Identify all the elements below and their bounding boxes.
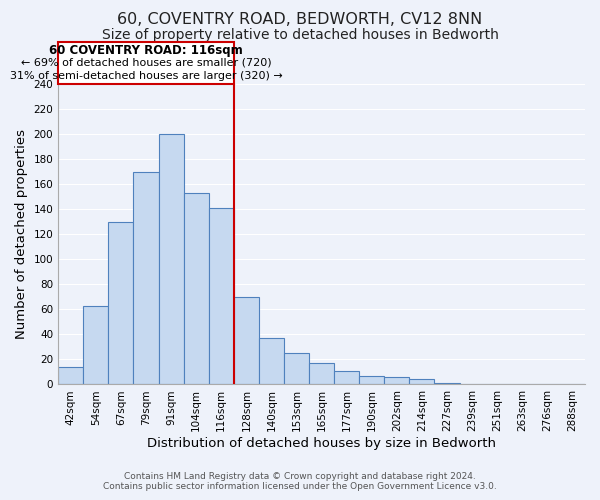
Bar bbox=[434, 383, 460, 384]
Text: 60, COVENTRY ROAD, BEDWORTH, CV12 8NN: 60, COVENTRY ROAD, BEDWORTH, CV12 8NN bbox=[118, 12, 482, 28]
Text: 60 COVENTRY ROAD: 116sqm: 60 COVENTRY ROAD: 116sqm bbox=[49, 44, 243, 57]
Bar bbox=[385, 377, 409, 384]
Bar bbox=[109, 222, 133, 384]
Y-axis label: Number of detached properties: Number of detached properties bbox=[15, 129, 28, 339]
Bar bbox=[359, 376, 385, 384]
Bar bbox=[83, 306, 109, 384]
Text: Contains public sector information licensed under the Open Government Licence v3: Contains public sector information licen… bbox=[103, 482, 497, 491]
Bar bbox=[234, 297, 259, 384]
Text: 31% of semi-detached houses are larger (320) →: 31% of semi-detached houses are larger (… bbox=[10, 71, 283, 81]
X-axis label: Distribution of detached houses by size in Bedworth: Distribution of detached houses by size … bbox=[147, 437, 496, 450]
Bar bbox=[334, 370, 359, 384]
Text: Size of property relative to detached houses in Bedworth: Size of property relative to detached ho… bbox=[101, 28, 499, 42]
Bar bbox=[284, 353, 309, 384]
Bar bbox=[209, 208, 234, 384]
Text: Contains HM Land Registry data © Crown copyright and database right 2024.: Contains HM Land Registry data © Crown c… bbox=[124, 472, 476, 481]
Bar bbox=[184, 193, 209, 384]
Bar bbox=[409, 380, 434, 384]
Bar bbox=[58, 367, 83, 384]
Bar bbox=[158, 134, 184, 384]
Bar bbox=[309, 363, 334, 384]
Bar bbox=[259, 338, 284, 384]
Bar bbox=[133, 172, 158, 384]
Text: ← 69% of detached houses are smaller (720): ← 69% of detached houses are smaller (72… bbox=[20, 58, 271, 68]
